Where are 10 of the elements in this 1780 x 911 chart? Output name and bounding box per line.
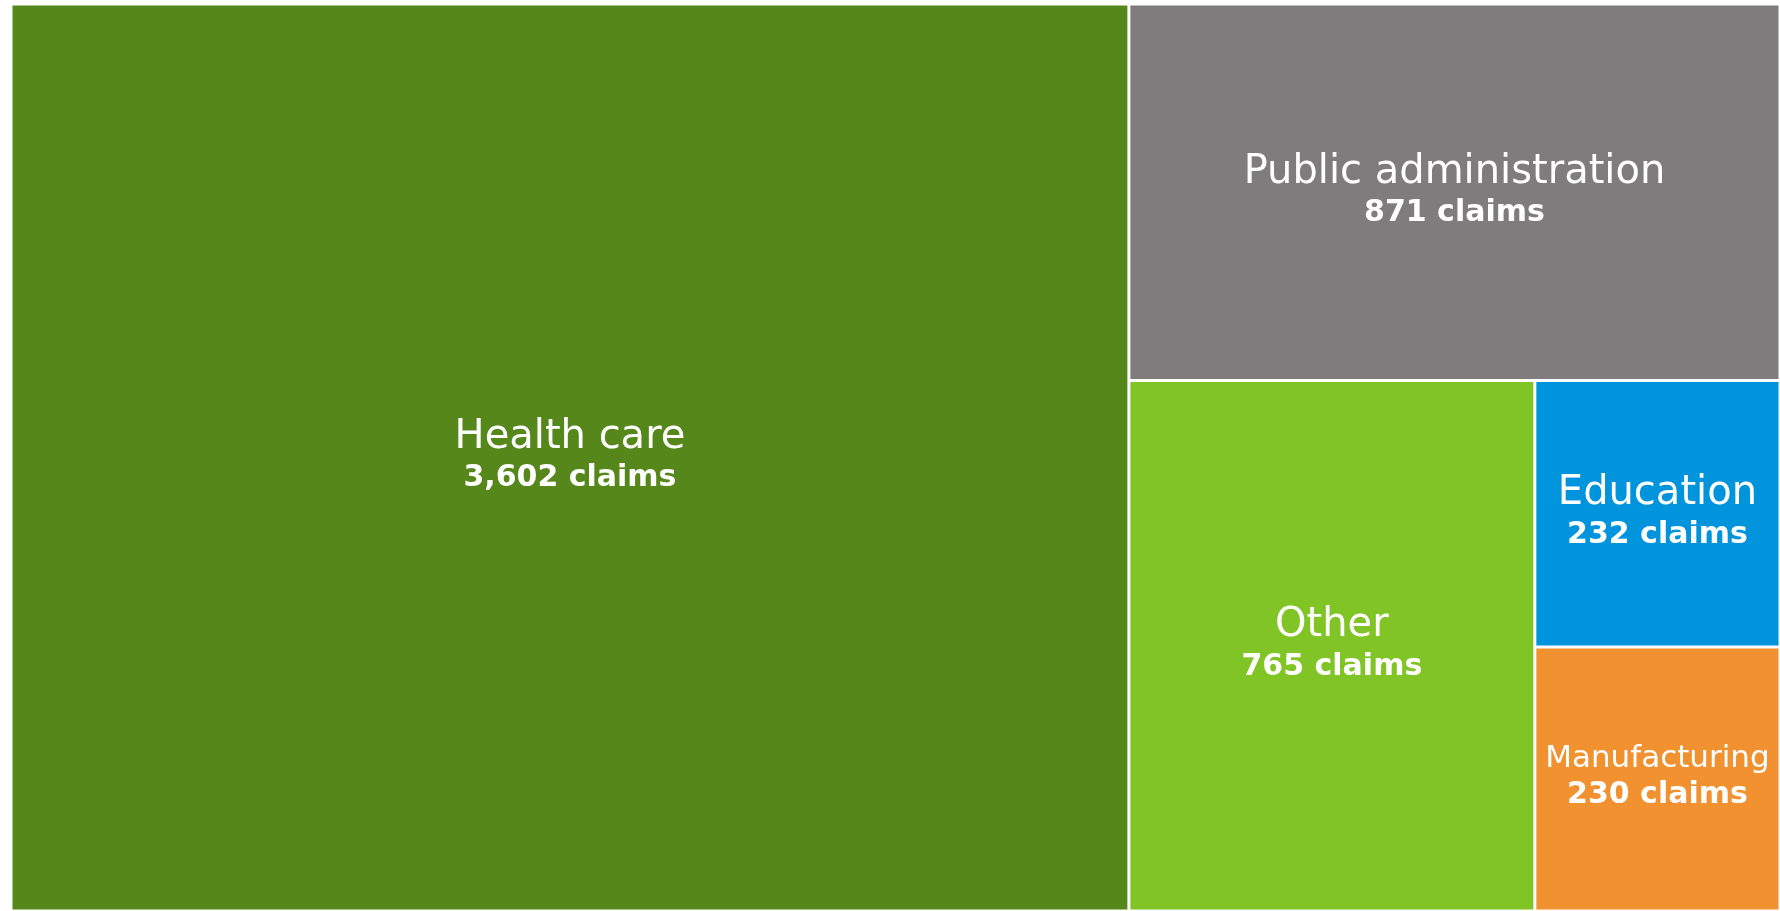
category-label: Health care bbox=[454, 410, 686, 457]
data-label: 230 claims bbox=[1567, 774, 1748, 810]
category-label: Education bbox=[1557, 467, 1757, 514]
data-label: 871 claims bbox=[1364, 193, 1545, 229]
category-label: Other bbox=[1275, 599, 1390, 646]
data-label: 3,602 claims bbox=[463, 458, 677, 494]
data-label: 232 claims bbox=[1567, 514, 1748, 550]
category-label: Public administration bbox=[1243, 145, 1666, 192]
data-label: 765 claims bbox=[1241, 646, 1423, 682]
category-label: Manufacturing bbox=[1545, 738, 1770, 775]
